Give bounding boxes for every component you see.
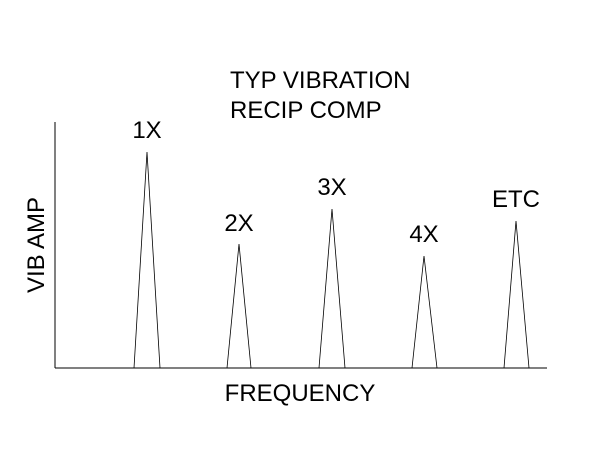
title-line: TYP VIBRATION: [230, 67, 410, 94]
peak-label: 1X: [132, 117, 161, 144]
x-axis-label: FREQUENCY: [225, 380, 376, 407]
peak: [226, 243, 252, 369]
peak-label: 3X: [317, 174, 346, 201]
title-line: RECIP COMP: [230, 97, 382, 124]
peak-label: ETC: [492, 186, 540, 213]
peak-label: 2X: [224, 210, 253, 237]
peak: [503, 220, 530, 369]
peak: [133, 151, 161, 369]
peak: [411, 255, 438, 369]
peak: [318, 208, 346, 369]
y-axis-label: VIB AMP: [23, 197, 50, 293]
peak-label: 4X: [409, 221, 438, 248]
